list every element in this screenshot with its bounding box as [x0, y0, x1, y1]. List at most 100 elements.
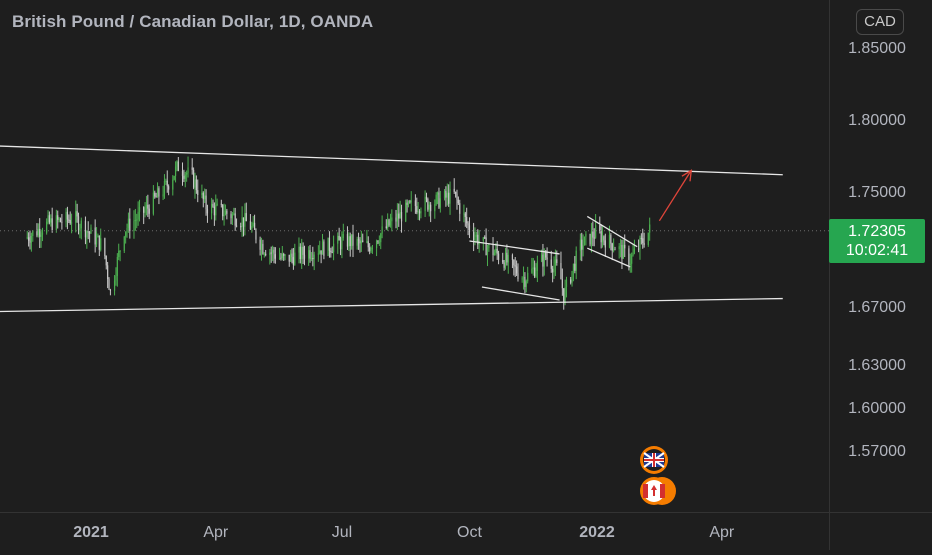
candle: [244, 203, 246, 236]
candle: [235, 218, 238, 228]
x-tick-label: 2021: [73, 524, 109, 541]
candle: [348, 232, 350, 252]
candle: [212, 199, 214, 208]
candle: [249, 214, 252, 230]
candle: [366, 229, 368, 244]
candle: [552, 265, 554, 283]
candle: [370, 246, 372, 254]
candle: [144, 202, 146, 218]
candle: [197, 179, 199, 203]
candle: [522, 266, 525, 290]
candle: [191, 158, 193, 175]
candle: [521, 276, 523, 283]
candle: [69, 211, 71, 225]
candle: [649, 217, 651, 241]
candle: [396, 203, 398, 230]
candle: [57, 210, 59, 229]
candle: [360, 230, 362, 252]
last-price-badge: 1.72305 10:02:41: [829, 219, 925, 263]
candle: [119, 249, 121, 262]
candle: [294, 243, 296, 266]
candle: [454, 191, 457, 198]
y-tick-label: 1.63000: [848, 357, 906, 374]
candle: [156, 182, 159, 198]
candle: [561, 268, 563, 296]
candle: [466, 207, 468, 229]
candle: [36, 223, 38, 238]
candle: [488, 243, 490, 252]
candle: [571, 270, 573, 287]
candle: [531, 257, 533, 274]
candle: [281, 245, 283, 261]
candle: [317, 245, 319, 262]
candle: [434, 199, 436, 219]
candle: [459, 199, 461, 222]
candle: [116, 253, 118, 287]
candle: [86, 230, 88, 249]
candle: [50, 214, 52, 227]
candle: [506, 244, 508, 266]
candle: [371, 244, 374, 254]
candle: [272, 245, 274, 262]
candle: [604, 233, 606, 257]
candle: [231, 211, 234, 226]
candle: [511, 253, 514, 269]
candle: [502, 252, 504, 265]
candle: [319, 240, 321, 255]
candle: [633, 239, 636, 255]
candle: [359, 237, 361, 253]
candle: [542, 243, 544, 277]
candle: [380, 232, 382, 250]
candle: [327, 237, 329, 257]
candle: [592, 221, 594, 247]
candle: [550, 250, 552, 273]
candle: [129, 208, 131, 239]
y-tick-label: 1.85000: [848, 40, 906, 57]
candle: [37, 223, 39, 238]
candle: [84, 216, 87, 245]
candle: [477, 229, 479, 250]
candle: [349, 232, 351, 257]
time-axis-divider: [0, 512, 932, 513]
candle: [391, 209, 393, 232]
candle: [41, 227, 44, 242]
candle: [341, 231, 343, 259]
candle: [75, 200, 77, 233]
candle: [259, 236, 261, 256]
candle: [629, 253, 631, 273]
candle: [647, 232, 649, 247]
candle: [147, 194, 149, 217]
candle: [313, 251, 315, 271]
candle: [127, 212, 130, 233]
candle: [474, 227, 476, 246]
candle: [309, 244, 311, 263]
candle: [288, 254, 290, 267]
candle: [265, 249, 267, 257]
currency-button[interactable]: CAD: [856, 9, 904, 35]
candle: [428, 201, 430, 217]
candle: [113, 275, 116, 296]
candle: [342, 223, 344, 241]
candle: [166, 170, 168, 193]
candle: [497, 250, 500, 265]
trendline: [0, 145, 783, 176]
candle: [624, 234, 626, 258]
candle: [400, 204, 403, 233]
candle: [291, 248, 293, 264]
candle: [108, 277, 110, 290]
candle: [503, 259, 505, 271]
candle: [136, 213, 138, 229]
candle: [387, 213, 389, 231]
x-tick-label: Apr: [203, 524, 229, 541]
candle: [496, 241, 498, 260]
candle: [362, 233, 364, 243]
candle: [98, 235, 100, 257]
candle: [26, 230, 28, 240]
candle: [642, 228, 644, 249]
candle: [195, 175, 197, 194]
canada-flag-icon: [640, 477, 676, 505]
projection-arrow: [658, 170, 692, 222]
candle: [213, 202, 215, 226]
